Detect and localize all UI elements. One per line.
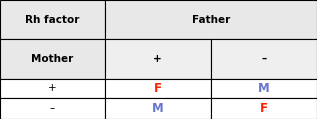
Text: –: – [50, 104, 55, 114]
Text: M: M [152, 102, 164, 115]
Bar [0, 39, 105, 79]
Bar [105, 98, 211, 119]
Bar [211, 79, 317, 98]
Bar [105, 39, 211, 79]
Text: M: M [258, 82, 270, 95]
Bar [211, 98, 317, 119]
Text: –: – [261, 54, 267, 64]
Bar [0, 98, 105, 119]
Bar [105, 79, 211, 98]
Text: +: + [48, 83, 57, 93]
Bar [105, 0, 317, 39]
Text: F: F [260, 102, 268, 115]
Text: Mother: Mother [31, 54, 74, 64]
Text: +: + [153, 54, 162, 64]
Bar [0, 0, 105, 39]
Text: F: F [154, 82, 162, 95]
Text: Father: Father [192, 15, 230, 25]
Bar [211, 39, 317, 79]
Bar [0, 79, 105, 98]
Text: Rh factor: Rh factor [25, 15, 80, 25]
